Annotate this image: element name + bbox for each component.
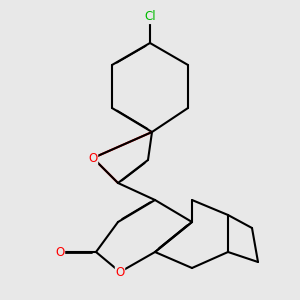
Text: O: O <box>116 266 124 278</box>
Text: O: O <box>56 245 64 259</box>
Text: O: O <box>88 152 98 164</box>
Text: Cl: Cl <box>144 11 156 23</box>
